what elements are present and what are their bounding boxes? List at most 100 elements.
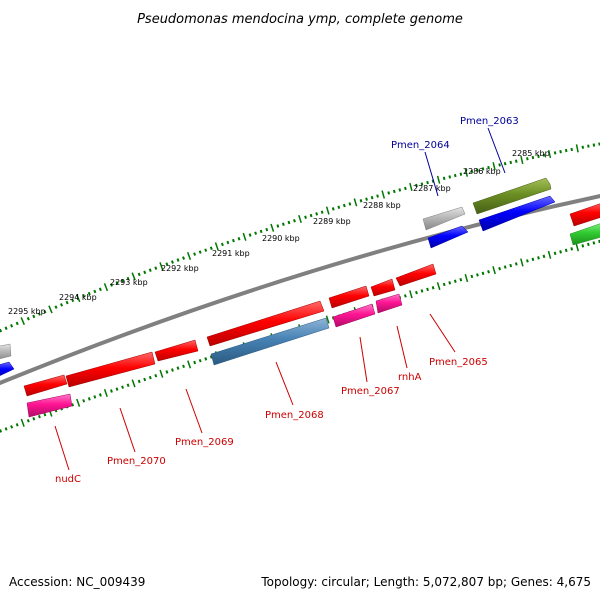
label-pmen-2068[interactable]: Pmen_2068 (265, 410, 324, 421)
outer-scale-tick (353, 198, 358, 207)
outer-scale-tick (376, 194, 379, 198)
inner-scale-tick (15, 423, 19, 427)
inner-scale-tick (10, 425, 14, 429)
outer-scale-tick (337, 205, 341, 209)
inner-scale-tick (171, 368, 174, 372)
gene-red-long-feature[interactable] (206, 300, 325, 347)
outer-scale-tick (365, 197, 368, 201)
inner-scale-tick (20, 418, 25, 427)
gene-pmen-2065-feature[interactable] (395, 263, 437, 287)
inner-scale-tick (492, 266, 496, 275)
gene-green-right-edge-feature[interactable] (569, 222, 600, 246)
outer-scale-tick (531, 155, 535, 160)
outer-scale-tick (587, 144, 590, 148)
outer-scale-tick (575, 144, 579, 153)
outer-scale-tick (420, 182, 424, 186)
inner-scale-tick (559, 250, 562, 254)
outer-scale-tick (126, 276, 130, 281)
gene-gray-left-edge-feature[interactable] (0, 343, 12, 360)
gene-blue-arrow-feature[interactable] (427, 225, 469, 249)
outer-scale-tick (592, 143, 596, 147)
outer-scale-tick (492, 162, 496, 171)
outer-scale-ring (0, 142, 600, 333)
kbp-label-2287: 2287 kbp (413, 184, 451, 193)
gene-nudc-red-feature[interactable] (23, 374, 68, 397)
label-pmen-2067[interactable]: Pmen_2067 (341, 386, 400, 397)
gene-red-right-edge-feature[interactable] (569, 202, 600, 227)
outer-scale-tick (487, 165, 490, 170)
inner-scale-tick (431, 286, 435, 290)
outer-scale-tick (547, 149, 552, 159)
outer-scale-tick (20, 317, 25, 325)
gene-pmen-2070-feature[interactable] (65, 351, 156, 388)
forward-strand-genes (0, 177, 600, 378)
outer-scale-tick (304, 215, 307, 219)
outer-scale-tick (325, 206, 330, 215)
outer-scale-tick (476, 168, 479, 172)
label-pmen-2069[interactable]: Pmen_2069 (175, 437, 234, 448)
kbp-label-2293: 2293 kbp (110, 278, 148, 287)
label-pmen-2070[interactable]: Pmen_2070 (107, 456, 166, 467)
label-leaders (54, 127, 506, 471)
label-pmen-2064[interactable]: Pmen_2064 (391, 140, 450, 151)
inner-scale-tick (193, 360, 197, 365)
inner-scale-tick (481, 271, 485, 276)
gene-pmen-2063-feature[interactable] (472, 177, 552, 215)
outer-scale-tick (176, 258, 180, 262)
outer-scale-tick (10, 324, 14, 328)
inner-scale-tick (470, 274, 474, 279)
leader-rnha (396, 325, 408, 369)
gene-pmen-2064-feature[interactable] (422, 206, 466, 231)
topology-text: Topology: circular; Length: 5,072,807 bp… (260, 575, 591, 589)
inner-scale-tick (32, 416, 36, 421)
inner-scale-tick (509, 263, 513, 268)
gene-rnha-pink-feature[interactable] (375, 293, 403, 314)
outer-scale-tick (214, 242, 219, 251)
outer-scale-tick (498, 163, 501, 167)
outer-scale-tick (464, 168, 469, 177)
inner-scale-tick (121, 385, 124, 389)
outer-scale-tick (159, 262, 164, 271)
outer-scale-tick (115, 281, 119, 285)
outer-scale-tick (331, 207, 335, 211)
outer-scale-tick (71, 298, 75, 303)
outer-scale-tick (131, 272, 136, 281)
label-pmen-2065[interactable]: Pmen_2065 (429, 357, 488, 368)
outer-scale-tick (503, 161, 507, 166)
outer-scale-tick (254, 231, 258, 235)
gene-blue-feature[interactable] (478, 195, 556, 232)
inner-scale-tick (182, 364, 185, 369)
inner-scale-tick (0, 429, 3, 433)
gene-pmen-2069-feature[interactable] (154, 339, 199, 362)
gene-blue-left-edge-feature[interactable] (0, 361, 15, 378)
leader-pmen-2065 (429, 313, 456, 353)
inner-scale-tick (487, 270, 490, 274)
outer-scale-tick (342, 203, 346, 208)
inner-scale-tick (131, 379, 136, 388)
outer-scale-tick (415, 183, 418, 188)
gene-pmen-2067-feature[interactable] (328, 285, 370, 309)
outer-scale-tick (270, 223, 275, 232)
inner-scale-tick (165, 370, 169, 374)
outer-scale-tick (242, 232, 247, 241)
reverse-strand-genes (23, 263, 437, 418)
outer-scale-tick (226, 240, 230, 245)
gene-rnha-feature[interactable] (370, 278, 396, 297)
gene-pmen-2068-feature[interactable] (210, 317, 330, 366)
leader-nudc (54, 425, 70, 471)
label-rnha[interactable]: rnhA (398, 372, 422, 383)
inner-scale-tick (37, 414, 41, 419)
label-pmen-2063[interactable]: Pmen_2063 (460, 116, 519, 127)
gene-nudc-feature[interactable] (26, 393, 73, 418)
gene-pmen-2067-pink-feature[interactable] (332, 303, 376, 328)
outer-scale-tick (526, 157, 529, 161)
outer-scale-tick (453, 173, 457, 178)
outer-scale-tick (509, 160, 513, 165)
kbp-label-2290: 2290 kbp (262, 234, 300, 243)
inner-scale-tick (453, 279, 457, 283)
label-nudc[interactable]: nudC (55, 474, 81, 485)
kbp-label-2286: 2286 kbp (463, 167, 501, 176)
outer-scale-tick (570, 147, 573, 152)
outer-scale-tick (98, 287, 102, 292)
inner-scale-tick (176, 366, 180, 370)
